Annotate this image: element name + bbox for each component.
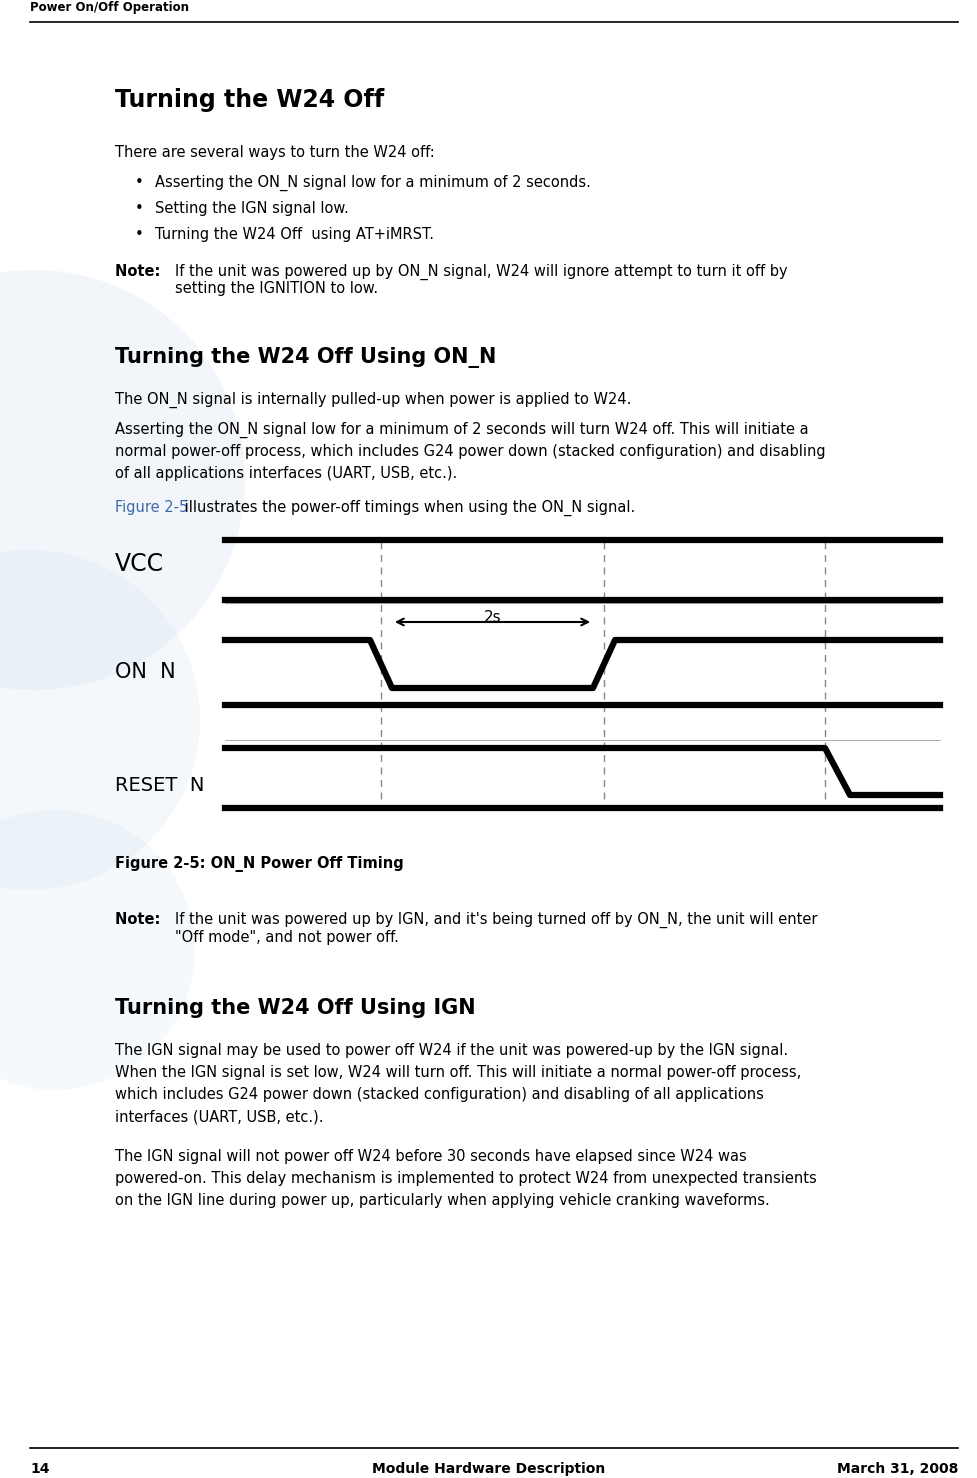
Text: Asserting the ON_N signal low for a minimum of 2 seconds will turn W24 off. This: Asserting the ON_N signal low for a mini… [115, 423, 808, 437]
Text: If the unit was powered up by ON_N signal, W24 will ignore attempt to turn it of: If the unit was powered up by ON_N signa… [175, 265, 786, 281]
Text: 14: 14 [30, 1462, 50, 1477]
Text: illustrates the power-off timings when using the ON_N signal.: illustrates the power-off timings when u… [180, 500, 635, 516]
Text: Module Hardware Description: Module Hardware Description [372, 1462, 605, 1477]
Text: Note:: Note: [115, 265, 170, 279]
Text: of all applications interfaces (UART, USB, etc.).: of all applications interfaces (UART, US… [115, 466, 457, 480]
Text: Figure 2-5: ON_N Power Off Timing: Figure 2-5: ON_N Power Off Timing [115, 856, 404, 872]
Text: Turning the W24 Off Using IGN: Turning the W24 Off Using IGN [115, 998, 475, 1018]
Text: When the IGN signal is set low, W24 will turn off. This will initiate a normal p: When the IGN signal is set low, W24 will… [115, 1066, 800, 1080]
Text: powered-on. This delay mechanism is implemented to protect W24 from unexpected t: powered-on. This delay mechanism is impl… [115, 1171, 816, 1185]
Text: normal power-off process, which includes G24 power down (stacked configuration) : normal power-off process, which includes… [115, 443, 825, 460]
Text: Setting the IGN signal low.: Setting the IGN signal low. [154, 201, 349, 216]
Text: The IGN signal may be used to power off W24 if the unit was powered-up by the IG: The IGN signal may be used to power off … [115, 1043, 787, 1058]
Text: There are several ways to turn the W24 off:: There are several ways to turn the W24 o… [115, 145, 435, 160]
Text: Turning the W24 Off  using AT+iMRST.: Turning the W24 Off using AT+iMRST. [154, 228, 434, 242]
Text: on the IGN line during power up, particularly when applying vehicle cranking wav: on the IGN line during power up, particu… [115, 1193, 769, 1208]
Text: Asserting the ON_N signal low for a minimum of 2 seconds.: Asserting the ON_N signal low for a mini… [154, 174, 590, 191]
Text: Note:: Note: [115, 912, 170, 927]
Text: Figure 2-5: Figure 2-5 [115, 500, 188, 514]
Text: The IGN signal will not power off W24 before 30 seconds have elapsed since W24 w: The IGN signal will not power off W24 be… [115, 1148, 746, 1165]
Text: •: • [135, 201, 144, 216]
Text: March 31, 2008: March 31, 2008 [835, 1462, 957, 1477]
Text: •: • [135, 174, 144, 191]
Text: Turning the W24 Off Using ON_N: Turning the W24 Off Using ON_N [115, 347, 496, 368]
Text: •: • [135, 228, 144, 242]
Text: RESET  N: RESET N [115, 776, 204, 795]
Circle shape [0, 270, 245, 690]
Text: interfaces (UART, USB, etc.).: interfaces (UART, USB, etc.). [115, 1108, 323, 1123]
Text: VCC: VCC [115, 551, 164, 576]
Text: setting the IGNITION to low.: setting the IGNITION to low. [175, 281, 378, 296]
Text: "Off mode", and not power off.: "Off mode", and not power off. [175, 930, 399, 944]
Text: Turning the W24 Off: Turning the W24 Off [115, 89, 384, 112]
Text: ON  N: ON N [115, 662, 176, 681]
Circle shape [0, 550, 199, 890]
Text: If the unit was powered up by IGN, and it's being turned off by ON_N, the unit w: If the unit was powered up by IGN, and i… [175, 912, 817, 928]
Text: The ON_N signal is internally pulled-up when power is applied to W24.: The ON_N signal is internally pulled-up … [115, 392, 631, 408]
Text: 2s: 2s [484, 610, 501, 625]
Text: which includes G24 power down (stacked configuration) and disabling of all appli: which includes G24 power down (stacked c… [115, 1086, 763, 1103]
Circle shape [0, 810, 194, 1089]
Text: Power On/Off Operation: Power On/Off Operation [30, 1, 189, 13]
